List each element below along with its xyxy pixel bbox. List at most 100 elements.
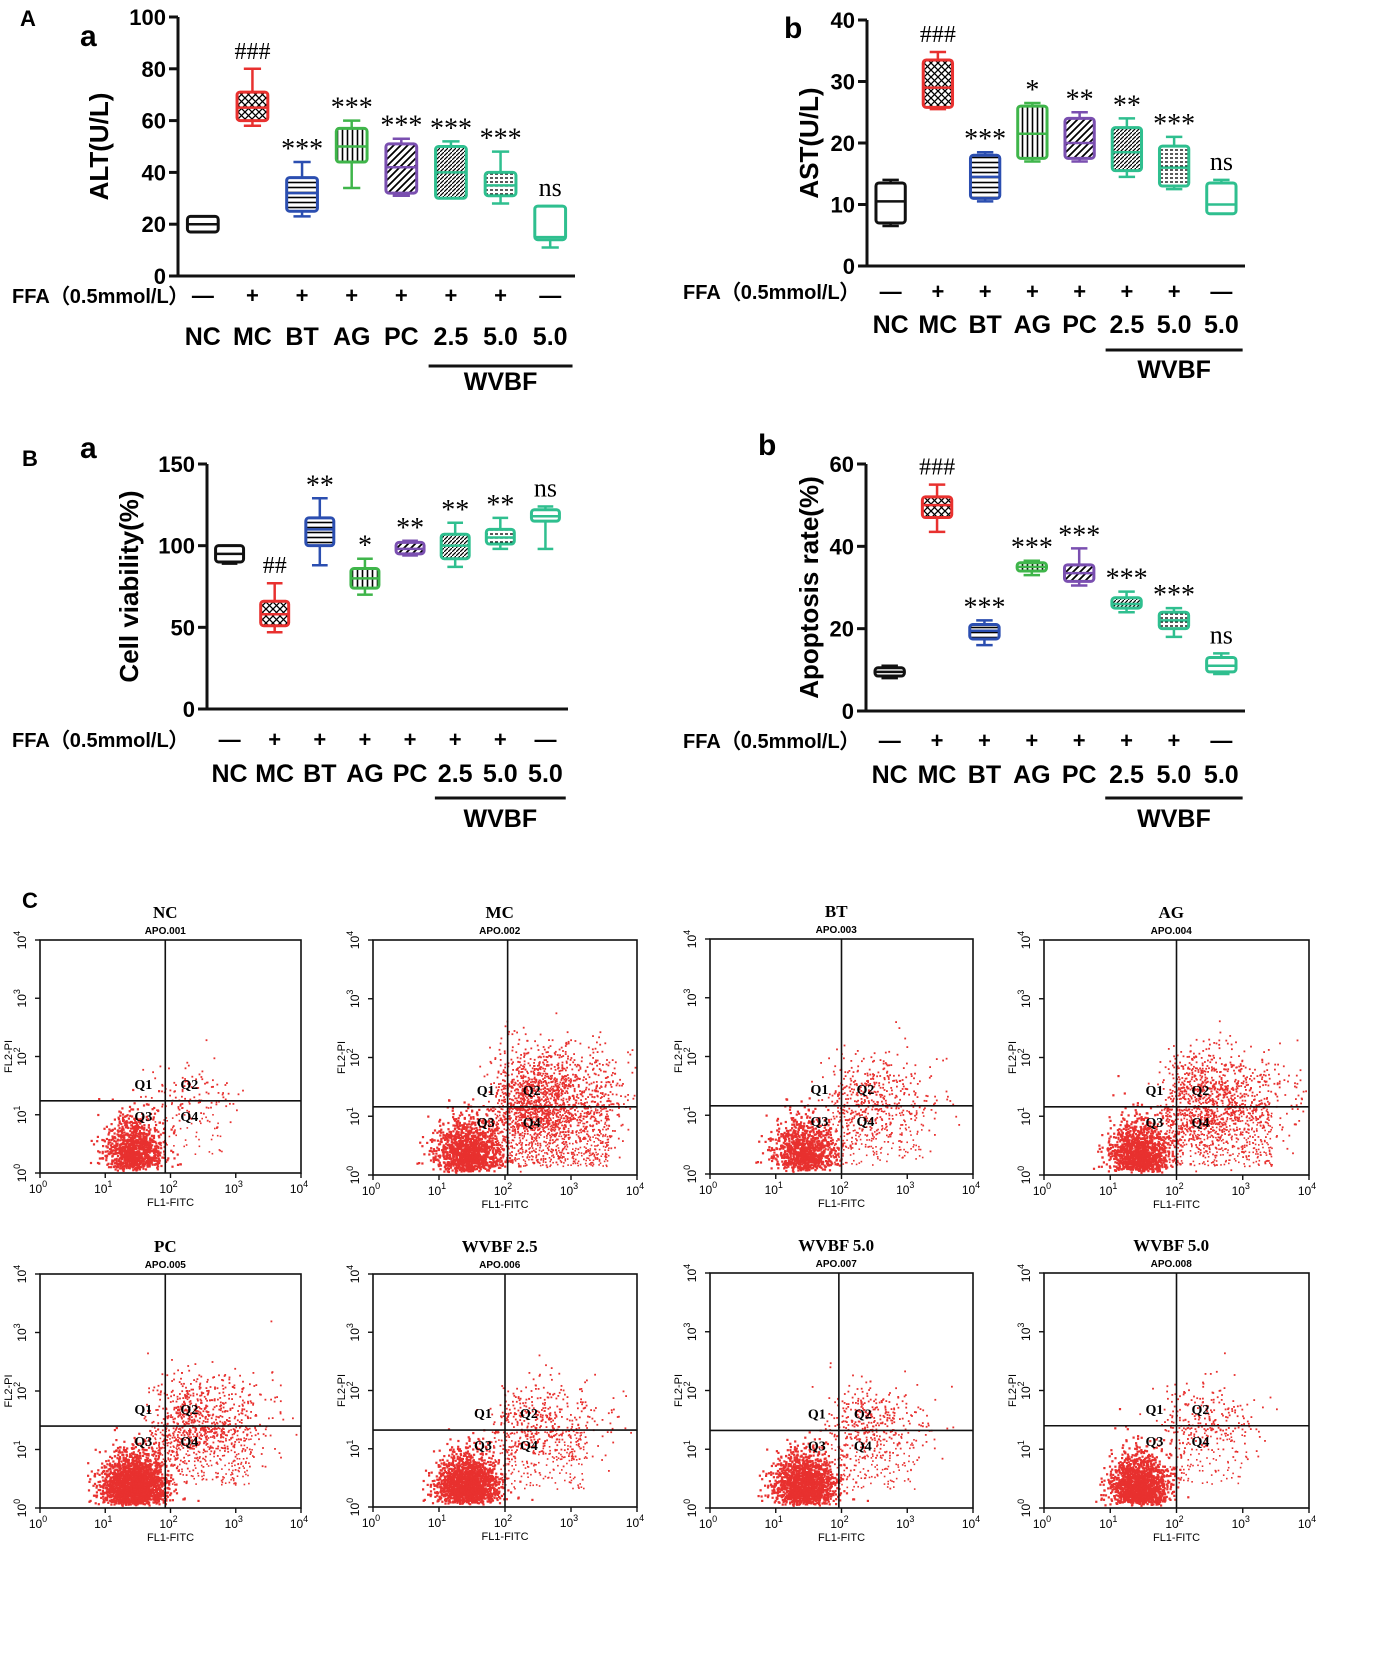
flow-dot — [433, 1139, 436, 1142]
flow-dot — [525, 1104, 528, 1107]
flow-dot — [492, 1147, 496, 1150]
flow-dot — [572, 1142, 574, 1145]
flow-dot — [592, 1035, 594, 1037]
flow-dot — [544, 1152, 546, 1154]
group-label: AG — [333, 323, 371, 351]
group-label: 5.0 — [1204, 761, 1239, 789]
flow-dot — [560, 1154, 562, 1156]
flow-dot — [516, 1079, 519, 1082]
wvbf-label: WVBF — [1137, 356, 1211, 384]
flow-dot — [458, 1124, 461, 1127]
flow-dot — [465, 1161, 468, 1164]
flow-dot — [232, 1103, 235, 1105]
flow-dot — [522, 1080, 525, 1082]
flow-dot — [117, 1130, 120, 1133]
tick-base: 10 — [15, 1110, 29, 1124]
flow-dot — [526, 1039, 529, 1042]
flow-dot — [522, 1074, 525, 1077]
flow-dot — [476, 1121, 479, 1124]
flow-dot — [539, 1072, 542, 1075]
flow-dot — [529, 1064, 531, 1067]
flow-dot — [579, 1112, 582, 1115]
flow-dot — [166, 1120, 168, 1122]
flow-dot — [153, 1106, 156, 1110]
flow-dot — [548, 1116, 550, 1119]
flow-dot — [504, 1092, 507, 1095]
flow-dot — [548, 1093, 551, 1096]
flow-dot — [454, 1168, 458, 1171]
flow-dot — [447, 1128, 450, 1131]
flow-dot — [588, 1076, 591, 1079]
flow-dot — [494, 1134, 497, 1138]
flow-dot — [216, 1083, 219, 1086]
box-iqr — [1110, 126, 1144, 173]
flow-dot — [536, 1134, 539, 1137]
flow-dot — [449, 1155, 452, 1158]
flow-dot — [448, 1161, 451, 1164]
flow-dot — [466, 1126, 469, 1129]
flow-dot — [120, 1167, 123, 1170]
box-wvbf-5-0-no-ffa-: ns — [1205, 147, 1238, 216]
flow-dot — [176, 1163, 180, 1166]
flow-dot — [499, 1042, 502, 1045]
flow-dot — [516, 1109, 519, 1111]
flow-dot — [574, 1076, 577, 1078]
flow-dot — [586, 1112, 588, 1115]
flow-dot — [458, 1127, 461, 1130]
box-wvbf-2-5: ** — [439, 495, 471, 569]
flow-dot — [549, 1087, 552, 1090]
flow-dot — [463, 1122, 467, 1125]
flow-dot — [547, 1098, 549, 1100]
flow-dot — [181, 1095, 183, 1098]
flow-dot — [546, 1166, 549, 1169]
flow-dot — [594, 1047, 597, 1050]
flow-dot — [452, 1124, 455, 1127]
flow-dot — [144, 1154, 147, 1157]
flow-dot — [562, 1090, 564, 1092]
flow-dot — [123, 1121, 126, 1124]
flow-dot — [184, 1080, 187, 1083]
flow-dot — [594, 1073, 597, 1076]
flow-dot — [447, 1121, 450, 1125]
flow-dot — [564, 1045, 567, 1047]
flow-dot — [474, 1161, 477, 1165]
flow-dot — [570, 1164, 572, 1166]
flow-dot — [465, 1169, 468, 1172]
flow-dot — [564, 1136, 566, 1138]
flow-dot — [445, 1142, 448, 1145]
flow-dot — [549, 1125, 552, 1128]
flow-dot — [106, 1146, 109, 1149]
flow-dot — [110, 1144, 113, 1147]
flow-dot — [535, 1138, 537, 1141]
flow-dot — [456, 1133, 459, 1136]
flow-dot — [587, 1046, 590, 1049]
flow-dot — [146, 1155, 149, 1158]
flow-dot — [439, 1130, 442, 1133]
flow-dot — [523, 1090, 526, 1093]
flow-dot — [502, 1137, 505, 1140]
flow-dot — [502, 1153, 505, 1156]
flow-dot — [541, 1092, 544, 1095]
flow-dot — [517, 1091, 520, 1094]
flow-dot — [138, 1155, 141, 1159]
flow-dot — [143, 1164, 146, 1167]
flow-dot — [482, 1130, 485, 1133]
flow-dot — [499, 1143, 502, 1147]
flow-dot — [547, 1051, 549, 1053]
flow-dot — [517, 1060, 520, 1063]
flow-dot — [573, 1104, 576, 1107]
flow-dot — [177, 1107, 180, 1110]
flow-dot — [549, 1055, 552, 1057]
flow-dot — [513, 1030, 516, 1032]
flow-dot — [155, 1149, 158, 1152]
flow-dot — [523, 1060, 526, 1063]
flow-dot — [531, 1080, 534, 1083]
flow-dot — [120, 1148, 123, 1151]
flow-dot — [548, 1122, 551, 1125]
flow-dot — [526, 1070, 528, 1073]
flow-dot — [468, 1123, 471, 1126]
y-tick-label: 80 — [142, 57, 166, 82]
flow-dot — [520, 1097, 523, 1100]
flow-dot — [566, 1101, 569, 1103]
